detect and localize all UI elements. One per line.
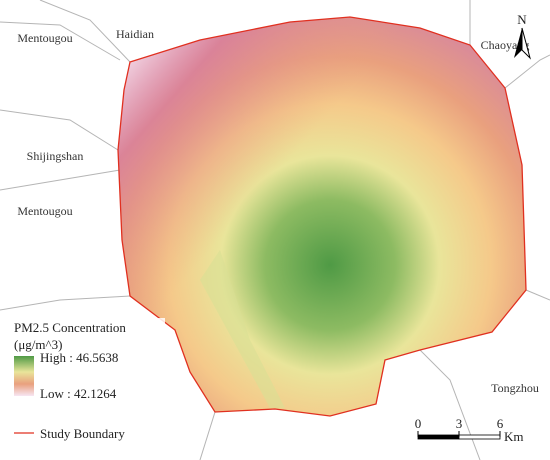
scale-label: 6: [497, 416, 504, 431]
scale-unit: Km: [504, 429, 524, 444]
legend-unit: (μg/m^3): [14, 337, 62, 352]
scale-label: 0: [415, 416, 422, 431]
legend-ramp: [14, 356, 34, 396]
pm25-surface: [118, 17, 526, 416]
place-label: Haidian: [116, 27, 154, 41]
legend: PM2.5 Concentration (μg/m^3) High : 46.5…: [5, 318, 165, 448]
scale-segment: [458, 434, 501, 440]
place-label: Shijingshan: [27, 149, 84, 163]
scale-label: 3: [456, 416, 463, 431]
place-label: Mentougou: [17, 31, 72, 45]
north-label: N: [517, 12, 527, 27]
legend-low: Low : 42.1264: [40, 386, 117, 401]
scale-segment: [417, 434, 460, 440]
legend-high: High : 46.5638: [40, 350, 118, 365]
north-arrow: N: [514, 12, 531, 60]
place-label: Tongzhou: [491, 381, 539, 395]
place-label: Mentougou: [17, 204, 72, 218]
legend-boundary: Study Boundary: [40, 426, 125, 441]
legend-title: PM2.5 Concentration: [14, 320, 126, 335]
scale-bar: 0 3 6Km: [415, 416, 524, 444]
